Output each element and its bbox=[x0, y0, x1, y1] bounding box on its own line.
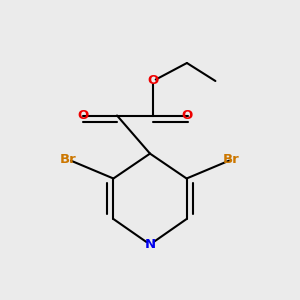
Text: O: O bbox=[77, 109, 88, 122]
Text: Br: Br bbox=[60, 153, 77, 166]
Text: N: N bbox=[144, 238, 156, 251]
Text: O: O bbox=[147, 74, 159, 88]
Text: Br: Br bbox=[223, 153, 240, 166]
Text: O: O bbox=[182, 109, 193, 122]
